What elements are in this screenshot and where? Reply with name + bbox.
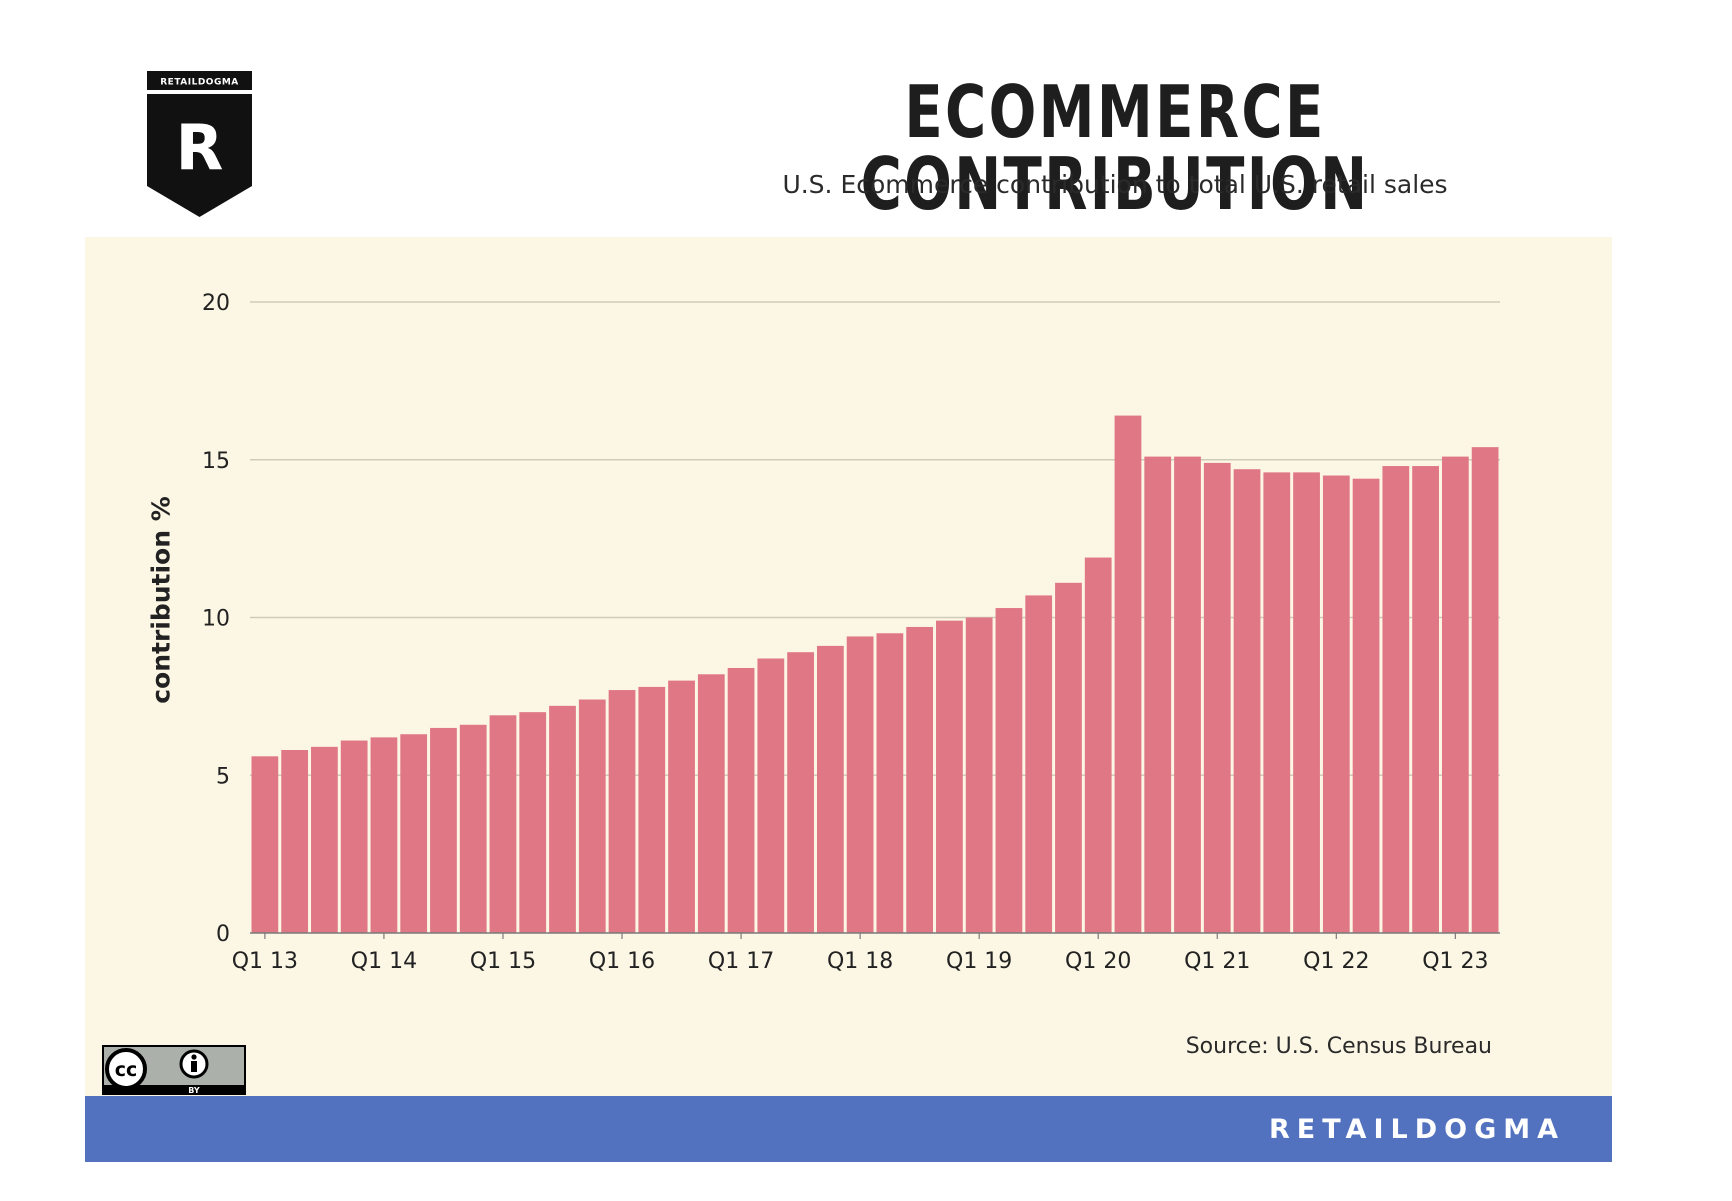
by-label: BY: [188, 1086, 200, 1095]
bar: [816, 645, 844, 933]
bar: [846, 636, 874, 933]
bar: [1055, 582, 1082, 933]
chart-subtitle: U.S. Ecommerce contribution to total U.S…: [782, 170, 1448, 199]
x-tick-label: Q1 17: [708, 949, 774, 974]
x-tick-label: Q1 13: [232, 949, 298, 974]
footer-bar: RETAILDOGMA: [85, 1096, 1612, 1162]
bar: [1441, 456, 1469, 933]
y-tick-label: 10: [202, 607, 230, 632]
bar: [1144, 456, 1172, 933]
bar: [1203, 462, 1231, 933]
bar: [1293, 472, 1320, 933]
bar: [370, 737, 398, 933]
x-tick-label: Q1 23: [1422, 949, 1488, 974]
y-tick-label: 15: [202, 449, 230, 474]
y-tick-label: 5: [216, 764, 230, 789]
bar: [1025, 595, 1053, 933]
bar: [1382, 466, 1410, 933]
bar: [995, 608, 1023, 933]
bar: [787, 652, 814, 933]
x-tick-label: Q1 18: [827, 949, 893, 974]
bar: [1412, 466, 1439, 933]
bar: [519, 712, 547, 933]
bar: [668, 680, 695, 933]
bar: [489, 715, 517, 933]
bar: [400, 734, 428, 933]
bar: [965, 617, 993, 933]
bar: [549, 705, 576, 933]
bar: [1352, 478, 1380, 933]
x-tick-label: Q1 19: [946, 949, 1012, 974]
bar: [727, 667, 755, 933]
bar: [281, 750, 309, 933]
bar: [757, 658, 785, 933]
cc-by-license-badge: cc BY: [102, 1045, 246, 1095]
retaildogma-logo: RETAILDOGMA R: [147, 71, 252, 217]
footer-brand: RETAILDOGMA: [1269, 1114, 1565, 1145]
x-tick-label: Q1 21: [1184, 949, 1250, 974]
bar: [578, 699, 606, 933]
cc-icon: cc: [115, 1059, 138, 1081]
bar: [608, 690, 636, 933]
x-tick-label: Q1 22: [1303, 949, 1369, 974]
logo-wordmark: RETAILDOGMA: [160, 78, 239, 88]
bar: [1471, 447, 1499, 933]
x-tick-label: Q1 14: [351, 949, 417, 974]
x-tick-label: Q1 20: [1065, 949, 1131, 974]
bar: [251, 756, 279, 933]
bar: [638, 686, 666, 933]
y-tick-label: 20: [202, 291, 230, 316]
bar: [1322, 475, 1350, 933]
bar: [936, 620, 963, 933]
y-axis-label: contribution %: [146, 496, 176, 704]
bar: [876, 633, 904, 933]
x-tick-label: Q1 16: [589, 949, 655, 974]
bar: [430, 727, 457, 933]
y-tick-label: 0: [216, 922, 230, 947]
chart-title: ECOMMERCE CONTRIBUTION: [860, 70, 1370, 226]
source-note: Source: U.S. Census Bureau: [1185, 1034, 1492, 1059]
bar: [340, 740, 368, 933]
bar: [697, 674, 725, 933]
x-tick-label: Q1 15: [470, 949, 536, 974]
bar: [1174, 456, 1201, 933]
logo-letter: R: [176, 111, 224, 184]
bar: [311, 746, 338, 933]
bar: [906, 626, 934, 933]
bar: [1263, 472, 1291, 933]
bar: [1084, 557, 1112, 933]
bar: [1233, 469, 1261, 933]
bar: [1114, 415, 1142, 934]
bar: [459, 724, 487, 933]
